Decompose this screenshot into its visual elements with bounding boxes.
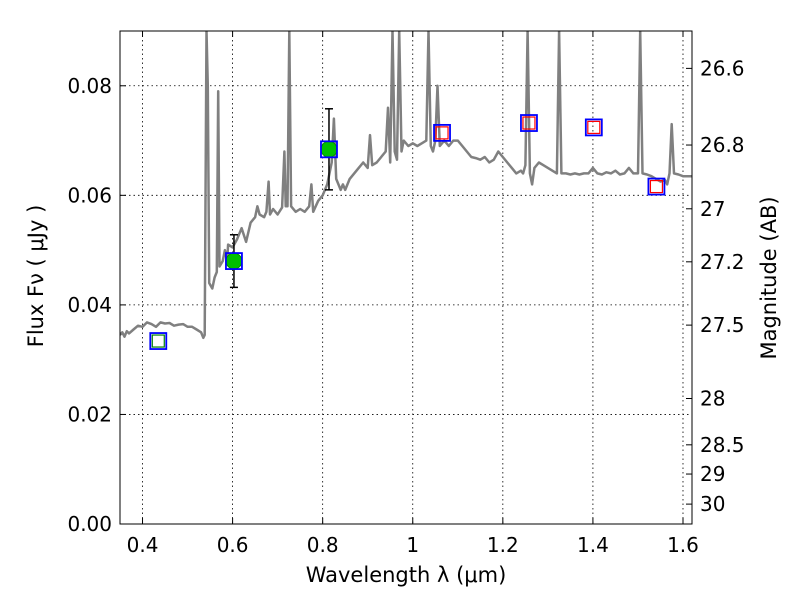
model-band-flux-square bbox=[149, 332, 168, 350]
model-band-flux-square bbox=[647, 177, 666, 196]
grid bbox=[120, 31, 692, 524]
magnitude-tick-label: 29 bbox=[700, 462, 725, 486]
detected-flux-point bbox=[225, 252, 243, 270]
plot-frame bbox=[119, 30, 693, 525]
magnitude-tick-label: 30 bbox=[700, 492, 725, 516]
x-axis-ticks: 0.4 0.6 0.8 1 1.2 1.4 1.6 bbox=[127, 31, 699, 557]
x-tick-label: 1.6 bbox=[667, 533, 699, 557]
model-band-flux-square bbox=[320, 140, 338, 159]
y-axis-title: Flux Fν ( μJy ) bbox=[24, 205, 48, 348]
magnitude-tick-label: 27.2 bbox=[700, 250, 745, 274]
x-tick-label: 1.2 bbox=[487, 533, 519, 557]
upper-limit-square bbox=[587, 120, 601, 135]
x-tick-label: 0.4 bbox=[127, 533, 159, 557]
y-tick-label: 0.00 bbox=[67, 512, 112, 536]
sed-model-line bbox=[120, 31, 692, 340]
model-band-flux-square bbox=[584, 118, 603, 137]
model-band-flux-square bbox=[225, 252, 243, 270]
upper-limit-square bbox=[649, 179, 664, 194]
x-tick-label: 1 bbox=[406, 533, 419, 557]
upper-limit-square bbox=[151, 334, 165, 348]
upper-limit-square bbox=[435, 126, 449, 140]
y-tick-label: 0.06 bbox=[67, 183, 112, 207]
magnitude-axis-title: Magnitude (AB) bbox=[757, 196, 781, 359]
y-tick-label: 0.08 bbox=[67, 74, 112, 98]
magnitude-tick-label: 26.6 bbox=[700, 56, 745, 80]
y-tick-label: 0.04 bbox=[67, 293, 112, 317]
magnitude-tick-label: 28 bbox=[700, 387, 725, 411]
upper-limit-square bbox=[522, 116, 536, 130]
y-tick-label: 0.02 bbox=[67, 402, 112, 426]
y-axis-ticks: 0.00 0.02 0.04 0.06 0.08 bbox=[67, 74, 126, 536]
x-tick-label: 0.6 bbox=[217, 533, 249, 557]
model-band-flux-square bbox=[433, 123, 451, 142]
magnitude-tick-label: 27.5 bbox=[700, 313, 745, 337]
magnitude-tick-label: 27 bbox=[700, 197, 725, 221]
magnitude-tick-label: 26.8 bbox=[700, 133, 745, 157]
detected-flux-point bbox=[320, 140, 338, 158]
x-tick-label: 0.8 bbox=[307, 533, 339, 557]
series bbox=[120, 31, 692, 340]
markers bbox=[149, 108, 666, 350]
model-band-flux-square bbox=[520, 114, 538, 132]
magnitude-axis-ticks: 26.6 26.8 27 27.2 27.5 28 28.5 29 30 bbox=[686, 56, 745, 516]
x-axis-title: Wavelength λ (μm) bbox=[306, 563, 507, 587]
x-tick-label: 1.4 bbox=[577, 533, 609, 557]
magnitude-tick-label: 28.5 bbox=[700, 433, 745, 457]
